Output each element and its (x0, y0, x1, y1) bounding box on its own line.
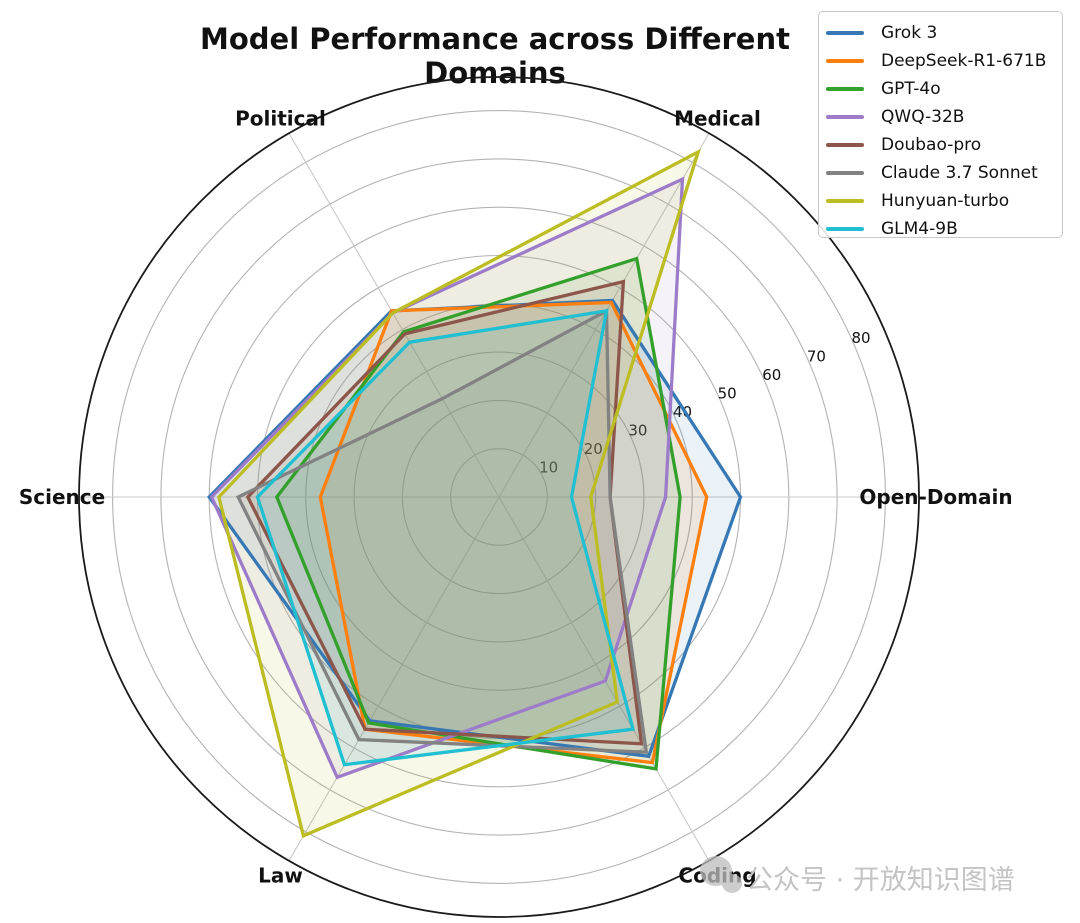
legend-swatch (826, 227, 864, 231)
legend-swatch (826, 143, 864, 147)
axis-label-medical: Medical (674, 107, 761, 131)
series-polygon-doubao-pro (245, 279, 644, 746)
chat-bubbles-logo-icon (700, 856, 744, 898)
legend-swatch (826, 31, 864, 35)
r-tick-label: 50 (718, 385, 737, 403)
legend-label: Doubao-pro (881, 135, 982, 155)
series-fill-gpt-4o (276, 258, 681, 769)
r-tick-label: 30 (628, 422, 647, 440)
legend-entry: GPT-4o (826, 75, 1062, 103)
axis-label-science: Science (19, 485, 105, 509)
legend-label: GPT-4o (881, 79, 941, 99)
watermark: 公众号 · 开放知识图谱 (700, 856, 1015, 898)
legend-box: Grok 3 DeepSeek-R1-671B GPT-4o QWQ-32B Douba… (818, 11, 1063, 239)
series-polygon-deepseek-r1-671b (318, 300, 709, 765)
legend-swatch (826, 115, 864, 119)
r-tick-label: 80 (851, 329, 870, 347)
series-polygon-grok-3 (207, 298, 743, 759)
legend-label: QWQ-32B (881, 107, 965, 127)
legend-label: Hunyuan-turbo (881, 191, 1010, 211)
series-polygon-hunyuan-turbo (217, 148, 701, 839)
legend-entry: Doubao-pro (826, 131, 1062, 159)
r-tick-label: 60 (762, 366, 781, 384)
outer-circle (78, 76, 920, 918)
series-polygon-gpt-4o (274, 256, 682, 771)
axis-spoke (288, 496, 500, 862)
legend-label: DeepSeek-R1-671B (881, 51, 1047, 71)
r-tick-label: 70 (807, 348, 826, 366)
legend-label: Claude 3.7 Sonnet (881, 163, 1038, 183)
legend-swatch (826, 199, 864, 203)
r-tick-label: 20 (584, 440, 603, 458)
chart-title: Model Performance across Different Domai… (200, 22, 790, 90)
legend-entry: Claude 3.7 Sonnet (826, 159, 1062, 187)
series-polygon-glm4-9b (255, 308, 636, 767)
watermark-text: 公众号 · 开放知识图谱 (746, 864, 1015, 896)
axis-spoke (498, 132, 710, 498)
series-polygon-qwq-32b (209, 176, 685, 780)
axis-spoke (498, 496, 710, 862)
legend-entry: Grok 3 (826, 19, 1062, 47)
axis-spoke (288, 132, 500, 498)
r-tick-label: 10 (539, 459, 558, 477)
series-fill-claude-3-7-sonnet (238, 310, 647, 753)
legend-swatch (826, 59, 864, 63)
legend-entry: DeepSeek-R1-671B (826, 47, 1062, 75)
legend-swatch (826, 87, 864, 91)
legend-swatch (826, 171, 864, 175)
legend-entry: Hunyuan-turbo (826, 187, 1062, 215)
legend-entry: GLM4-9B (826, 215, 1062, 243)
legend-entry: QWQ-32B (826, 103, 1062, 131)
series-fill-hunyuan-turbo (218, 151, 699, 836)
axis-label-open-domain: Open-Domain (859, 485, 1012, 509)
axis-label-political: Political (235, 107, 326, 131)
axis-label-law: Law (258, 863, 303, 887)
legend-label: GLM4-9B (881, 219, 958, 239)
legend-label: Grok 3 (881, 23, 938, 43)
